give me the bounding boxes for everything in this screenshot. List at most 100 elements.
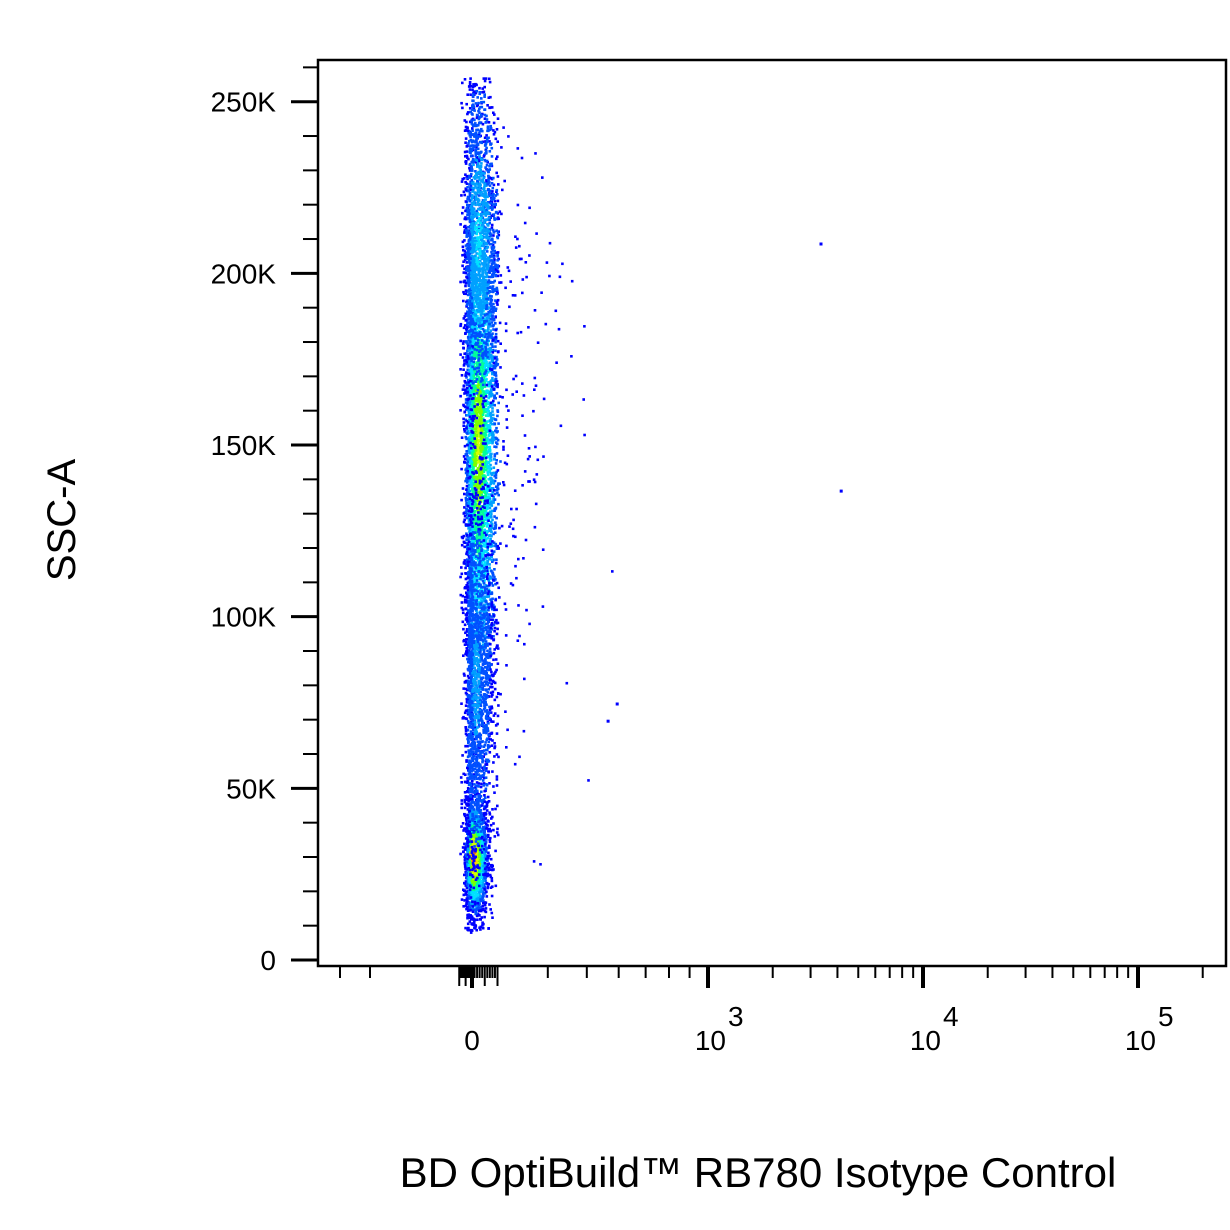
event-point	[480, 898, 484, 902]
event-point	[465, 182, 469, 185]
event-point	[482, 885, 486, 889]
event-point	[474, 841, 477, 845]
event-point	[481, 173, 485, 177]
event-point	[470, 459, 473, 463]
event-point	[461, 846, 465, 849]
event-point	[497, 493, 500, 497]
event-point	[468, 456, 471, 460]
event-point	[494, 360, 498, 364]
event-point	[463, 362, 466, 365]
event-point	[486, 366, 490, 369]
event-point	[463, 217, 467, 221]
event-point	[505, 388, 508, 392]
event-point	[565, 681, 569, 685]
event-point	[474, 819, 478, 822]
event-point	[541, 548, 545, 551]
event-point	[492, 550, 496, 553]
event-point	[502, 448, 505, 451]
event-point	[528, 455, 531, 458]
event-point	[473, 631, 476, 634]
event-point	[494, 582, 497, 586]
event-point	[471, 843, 474, 847]
event-point	[493, 355, 497, 359]
event-point	[480, 860, 484, 863]
event-point	[467, 551, 471, 555]
event-point	[468, 877, 471, 881]
event-point	[474, 887, 477, 890]
event-point	[482, 879, 486, 883]
event-point	[463, 848, 467, 851]
event-point	[494, 521, 497, 524]
event-point	[487, 844, 491, 848]
event-point	[477, 909, 481, 913]
event-point	[487, 357, 491, 361]
event-point	[514, 564, 517, 568]
event-point	[479, 536, 483, 539]
event-point	[483, 794, 486, 797]
event-point	[492, 417, 495, 420]
event-point	[479, 238, 483, 241]
event-point	[486, 886, 489, 890]
event-point	[486, 464, 489, 467]
event-point	[523, 434, 527, 437]
event-point	[470, 916, 473, 920]
event-point	[469, 842, 473, 846]
event-point	[465, 437, 468, 441]
event-point	[480, 430, 484, 433]
event-point	[466, 824, 469, 828]
event-point	[490, 653, 493, 656]
event-point	[488, 242, 492, 246]
event-point	[460, 898, 464, 901]
event-point	[479, 442, 483, 445]
event-point	[483, 491, 487, 494]
event-point	[495, 392, 499, 395]
event-point	[481, 624, 485, 627]
event-point	[479, 907, 482, 910]
event-point	[476, 559, 480, 562]
event-point	[493, 568, 496, 571]
event-point	[472, 836, 475, 840]
event-point	[472, 908, 476, 911]
event-point	[510, 507, 513, 511]
event-point	[462, 424, 465, 428]
event-point	[498, 395, 502, 398]
event-point	[493, 742, 496, 745]
event-point	[532, 860, 536, 863]
event-point	[465, 532, 468, 535]
event-point	[500, 524, 504, 528]
event-point	[473, 593, 477, 596]
event-point	[468, 271, 471, 275]
event-point	[496, 483, 500, 487]
event-point	[489, 868, 493, 871]
event-point	[481, 507, 484, 511]
event-point	[489, 537, 492, 541]
event-point	[474, 909, 478, 913]
event-point	[472, 851, 476, 854]
event-point	[473, 341, 477, 344]
event-point	[472, 840, 476, 843]
event-point	[471, 148, 475, 152]
event-point	[478, 811, 481, 814]
event-point	[467, 873, 471, 876]
event-point	[488, 506, 492, 510]
event-point	[478, 869, 482, 873]
event-point	[474, 273, 477, 276]
event-point	[491, 607, 494, 611]
event-point	[492, 541, 496, 544]
event-point	[487, 239, 490, 243]
event-point	[542, 455, 545, 458]
event-point	[476, 833, 479, 837]
event-point	[473, 434, 477, 437]
event-point	[475, 156, 478, 159]
event-point	[482, 467, 485, 471]
event-point	[486, 473, 490, 476]
event-point	[488, 459, 492, 462]
event-point	[465, 902, 468, 905]
event-point	[481, 904, 484, 908]
event-point	[478, 487, 482, 490]
event-point	[465, 501, 468, 505]
event-point	[473, 691, 476, 694]
event-point	[489, 467, 493, 470]
event-point	[483, 666, 487, 669]
event-point	[462, 893, 466, 897]
